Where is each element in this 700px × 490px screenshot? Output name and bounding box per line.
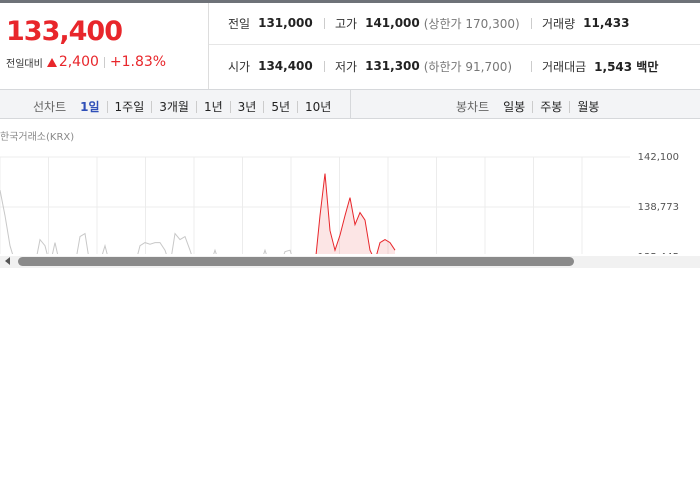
- change-row: 전일대비 2,400 +1.83%: [6, 54, 166, 70]
- chart: 한국거래소(KRX) 142,100 138,773 135,445: [0, 131, 700, 268]
- change: 2,400: [58, 54, 99, 70]
- candle-tab[interactable]: 일봉: [503, 99, 526, 114]
- summary-cell: 거래량 11,433: [542, 15, 629, 32]
- separator: [324, 60, 325, 72]
- price: 133,400: [6, 16, 123, 47]
- summary-cell: 시가 134,400: [228, 58, 314, 75]
- period-tab[interactable]: 3개월: [151, 100, 196, 113]
- summary-cell: 전일 131,000: [228, 15, 314, 32]
- tab-bar: 선차트 1일 1주일 3개월 1년 3년 5년 10년 봉차트 일봉 주봉 월봉: [0, 89, 700, 119]
- divider: [350, 90, 351, 118]
- candle-tab[interactable]: 월봉: [569, 100, 606, 113]
- summary-row: 시가 134,400 저가 131,300 (하한가 91,700) 거래대금 1,543 …: [228, 56, 658, 76]
- summary-cell: 고가 141,000 (상한가 170,300): [335, 15, 521, 32]
- separator: [531, 60, 532, 72]
- y-tick-label: 135,445: [638, 252, 679, 263]
- summary-note: (상한가 170,300): [423, 16, 520, 31]
- divider: [208, 3, 209, 89]
- source: 한국거래소(KRX): [0, 131, 74, 143]
- period-tab[interactable]: 1일: [80, 99, 100, 114]
- summary-row: 전일 131,000 고가 141,000 (상한가 170,300) 거래량 11,433: [228, 13, 629, 33]
- summary-value: 141,000: [365, 16, 420, 30]
- up-icon: [46, 57, 57, 67]
- y-tick-label: 142,100: [638, 152, 679, 163]
- summary-label: 거래량: [542, 16, 576, 31]
- separator: [531, 17, 532, 29]
- summary-label: 거래대금: [542, 59, 587, 74]
- period-tab[interactable]: 1년: [195, 100, 230, 113]
- area: [316, 173, 395, 254]
- period-tab[interactable]: 10년: [297, 100, 338, 113]
- period-tab[interactable]: 5년: [263, 100, 297, 113]
- summary-label: 전일: [228, 16, 251, 31]
- summary-label: 저가: [335, 59, 358, 74]
- price-line: [315, 173, 396, 254]
- summary-value: 11,433: [583, 16, 630, 30]
- divider: [209, 44, 700, 45]
- top-border: [0, 0, 700, 3]
- period-tabs: 선차트 1일 1주일 3개월 1년 3년 5년 10년: [33, 98, 338, 115]
- candle-tab[interactable]: 주봉: [532, 100, 569, 113]
- summary-cell: 저가 131,300 (하한가 91,700): [335, 58, 521, 75]
- tab-label: 봉차트: [456, 100, 490, 114]
- scroll-thumb[interactable]: [18, 257, 574, 266]
- summary-value: 1,543 백만: [594, 59, 659, 74]
- summary-label: 고가: [335, 16, 358, 31]
- separator: [103, 56, 105, 68]
- summary-label: 시가: [228, 59, 251, 74]
- tab-label: 선차트: [33, 100, 67, 114]
- period-tab[interactable]: 1주일: [106, 100, 152, 113]
- summary-value: 134,400: [258, 59, 313, 73]
- period-tab[interactable]: 3년: [229, 100, 264, 113]
- summary-cell: 거래대금 1,543 백만: [542, 58, 658, 75]
- price-line: [0, 190, 292, 254]
- change-label: 전일대비: [6, 58, 43, 70]
- scroll-left[interactable]: [5, 257, 10, 265]
- separator: [324, 17, 325, 29]
- summary-value: 131,300: [365, 59, 420, 73]
- summary-value: 131,000: [258, 16, 313, 30]
- summary-note: (하한가 91,700): [423, 59, 513, 74]
- candle-tabs: 봉차트 일봉 주봉 월봉: [456, 98, 606, 115]
- change-rate: +1.83%: [109, 54, 167, 70]
- y-tick-label: 138,773: [638, 202, 679, 213]
